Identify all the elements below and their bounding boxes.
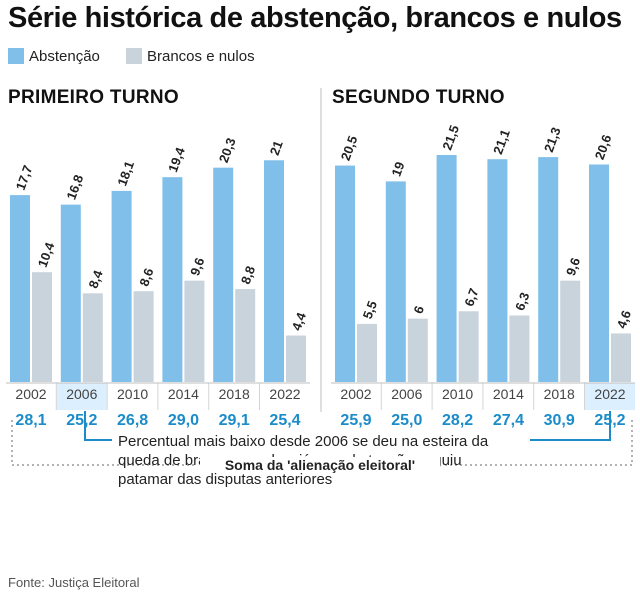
- data-label-brancos-primeiro-2022: 4,4: [289, 310, 310, 333]
- data-label-abstencao-segundo-2010: 21,5: [439, 123, 462, 152]
- tick-label-segundo-2006: 2006: [391, 386, 422, 402]
- bracket-label: Soma da 'alienação eleitoral': [200, 457, 440, 473]
- data-label-brancos-primeiro-2018: 8,8: [238, 264, 258, 286]
- data-label-abstencao-primeiro-2006: 16,8: [64, 173, 87, 202]
- data-label-abstencao-segundo-2014: 21,1: [490, 127, 513, 156]
- total-label-primeiro-2022: 25,4: [269, 412, 300, 429]
- bar-brancos-primeiro-2006: [82, 293, 103, 382]
- panel-title-primeiro-turno: PRIMEIRO TURNO: [8, 87, 179, 108]
- total-label-primeiro-2018: 29,1: [219, 412, 250, 429]
- data-label-brancos-segundo-2014: 6,3: [512, 290, 532, 312]
- data-label-brancos-segundo-2006: 6: [411, 304, 428, 316]
- total-label-segundo-2014: 27,4: [493, 412, 524, 429]
- tick-label-segundo-2014: 2014: [493, 386, 524, 402]
- bar-brancos-primeiro-2014: [184, 280, 205, 382]
- data-label-abstencao-primeiro-2018: 20,3: [216, 136, 239, 165]
- data-label-abstencao-primeiro-2010: 18,1: [114, 159, 137, 188]
- data-label-brancos-segundo-2018: 9,6: [563, 256, 583, 278]
- bar-brancos-primeiro-2002: [32, 272, 52, 382]
- legend-swatch-brancos: [126, 48, 142, 64]
- data-label-brancos-segundo-2010: 6,7: [461, 286, 481, 308]
- legend-swatch-abstencao: [8, 48, 24, 64]
- bar-brancos-segundo-2002: [357, 323, 377, 382]
- total-label-primeiro-2014: 29,0: [168, 412, 199, 429]
- bar-abstencao-primeiro-2022: [264, 160, 284, 382]
- bar-abstencao-segundo-2010: [436, 155, 457, 382]
- data-label-brancos-primeiro-2006: 8,4: [86, 268, 107, 291]
- bar-abstencao-segundo-2022: [589, 164, 609, 382]
- data-label-abstencao-segundo-2002: 20,5: [338, 134, 361, 163]
- tick-label-segundo-2002: 2002: [340, 386, 371, 402]
- legend-item-brancos: Brancos e nulos: [126, 47, 255, 65]
- bar-abstencao-primeiro-2018: [213, 167, 234, 382]
- highlight-cell-primeiro-2006: [56, 383, 107, 410]
- total-label-primeiro-2002: 28,1: [15, 412, 46, 429]
- data-label-brancos-segundo-2002: 5,5: [360, 299, 380, 321]
- tick-label-primeiro-2022: 2022: [269, 386, 300, 402]
- bar-brancos-segundo-2010: [458, 311, 479, 382]
- bar-abstencao-primeiro-2006: [60, 204, 81, 382]
- total-label-segundo-2002: 25,9: [340, 412, 371, 429]
- chart-title: Série histórica de abstenção, brancos e …: [8, 2, 622, 34]
- tick-label-primeiro-2010: 2010: [117, 386, 148, 402]
- legend-label-abstencao: Abstenção: [29, 47, 100, 65]
- legend-label-brancos: Brancos e nulos: [147, 47, 255, 65]
- bar-brancos-primeiro-2010: [133, 291, 154, 382]
- alienacao-bracket: [11, 420, 633, 466]
- data-label-abstencao-segundo-2006: 19: [389, 160, 408, 179]
- tick-label-segundo-2022: 2022: [594, 386, 625, 402]
- data-label-abstencao-primeiro-2022: 21: [267, 139, 286, 158]
- total-label-segundo-2010: 28,2: [442, 412, 473, 429]
- bar-abstencao-primeiro-2002: [10, 195, 30, 382]
- source-note: Fonte: Justiça Eleitoral: [8, 575, 140, 590]
- bar-brancos-segundo-2018: [560, 280, 581, 382]
- bar-brancos-primeiro-2022: [286, 335, 306, 382]
- total-label-segundo-2006: 25,0: [391, 412, 422, 429]
- bar-abstencao-segundo-2018: [538, 157, 559, 382]
- tick-label-primeiro-2006: 2006: [66, 386, 97, 402]
- tick-label-primeiro-2014: 2014: [168, 386, 199, 402]
- bar-abstencao-primeiro-2010: [111, 190, 132, 382]
- data-label-brancos-primeiro-2002: 10,4: [35, 240, 58, 270]
- tick-label-primeiro-2002: 2002: [15, 386, 46, 402]
- data-label-brancos-primeiro-2014: 9,6: [187, 256, 207, 278]
- data-label-abstencao-segundo-2018: 21,3: [541, 125, 564, 154]
- bar-brancos-primeiro-2018: [235, 289, 256, 382]
- data-label-abstencao-segundo-2022: 20,6: [592, 133, 615, 162]
- bar-brancos-segundo-2022: [611, 333, 631, 382]
- bar-abstencao-segundo-2014: [487, 159, 508, 382]
- tick-label-segundo-2010: 2010: [442, 386, 473, 402]
- bar-abstencao-segundo-2002: [335, 165, 355, 382]
- data-label-brancos-segundo-2022: 4,6: [614, 308, 634, 330]
- callout-connector: [84, 411, 611, 441]
- data-label-abstencao-primeiro-2002: 17,7: [13, 163, 36, 192]
- bar-brancos-segundo-2014: [509, 315, 530, 382]
- legend-item-abstencao: Abstenção: [8, 47, 100, 65]
- data-label-abstencao-primeiro-2014: 19,4: [165, 145, 188, 175]
- tick-label-segundo-2018: 2018: [544, 386, 575, 402]
- bar-abstencao-segundo-2006: [385, 181, 406, 382]
- total-label-primeiro-2010: 26,8: [117, 412, 148, 429]
- total-label-segundo-2018: 30,9: [544, 412, 575, 429]
- bar-brancos-segundo-2006: [407, 318, 428, 382]
- highlight-cell-segundo-2022: [585, 383, 635, 410]
- tick-label-primeiro-2018: 2018: [219, 386, 250, 402]
- panel-title-segundo-turno: SEGUNDO TURNO: [332, 87, 505, 108]
- data-label-brancos-primeiro-2010: 8,6: [136, 266, 156, 288]
- bar-abstencao-primeiro-2014: [162, 177, 183, 382]
- total-label-primeiro-2006: 25,2: [66, 412, 97, 429]
